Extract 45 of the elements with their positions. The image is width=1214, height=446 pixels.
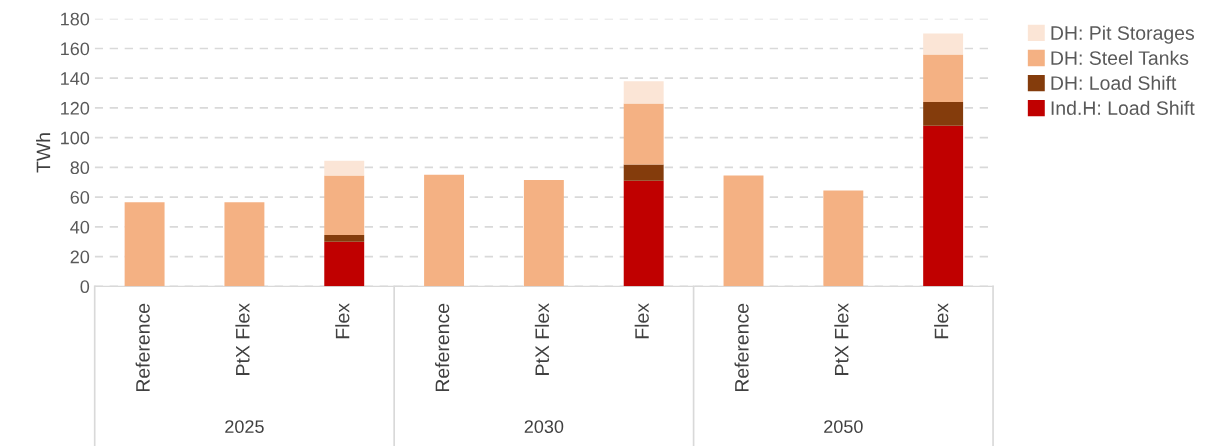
- legend-label: Ind.H: Load Shift: [1051, 100, 1195, 116]
- bar: [923, 125, 964, 287]
- y-tick-label: 120: [61, 101, 90, 115]
- x-tick-label: Reference: [734, 303, 749, 392]
- bar: [923, 54, 964, 102]
- bar: [523, 180, 564, 287]
- x-tick-label: Reference: [435, 303, 450, 392]
- legend-label: DH: Steel Tanks: [1051, 50, 1189, 65]
- bar: [823, 190, 864, 287]
- bar: [923, 33, 964, 55]
- y-tick-label: 40: [70, 220, 90, 234]
- bar: [324, 160, 365, 176]
- legend-label: DH: Load Shift: [1051, 75, 1177, 90]
- y-tick-label: 80: [70, 161, 90, 175]
- bar: [623, 81, 664, 104]
- bar: [723, 175, 764, 287]
- y-tick-label: 180: [61, 12, 90, 26]
- bar: [324, 241, 365, 287]
- bar: [424, 174, 465, 287]
- bar: [324, 175, 365, 236]
- x-tick-label: Reference: [135, 303, 150, 392]
- bar: [623, 103, 664, 165]
- y-tick-label: 100: [61, 131, 90, 145]
- x-tick-label: Flex: [934, 303, 949, 339]
- y-axis-title: TWh: [36, 133, 51, 173]
- bar: [623, 164, 664, 181]
- bar: [124, 202, 165, 287]
- x-tick-label: PtX Flex: [834, 303, 849, 375]
- x-tick-label: PtX Flex: [235, 303, 250, 375]
- bar: [623, 180, 664, 287]
- x-tick-label: PtX Flex: [534, 303, 550, 375]
- x-tick-label: Flex: [634, 303, 649, 339]
- bar: [224, 202, 265, 287]
- y-tick-label: 0: [80, 280, 90, 294]
- text: 2050: [824, 420, 863, 434]
- bar: [324, 235, 365, 242]
- bar: [923, 101, 964, 126]
- y-tick-label: 60: [70, 191, 90, 204]
- text: 2030: [524, 420, 564, 434]
- legend-label: DH: Pit Storages: [1051, 25, 1195, 44]
- text: 2025: [225, 420, 264, 434]
- y-tick-label: 160: [61, 42, 90, 56]
- y-tick-label: 20: [70, 250, 90, 264]
- y-tick-label: 140: [61, 72, 90, 85]
- x-tick-label: Flex: [335, 303, 350, 339]
